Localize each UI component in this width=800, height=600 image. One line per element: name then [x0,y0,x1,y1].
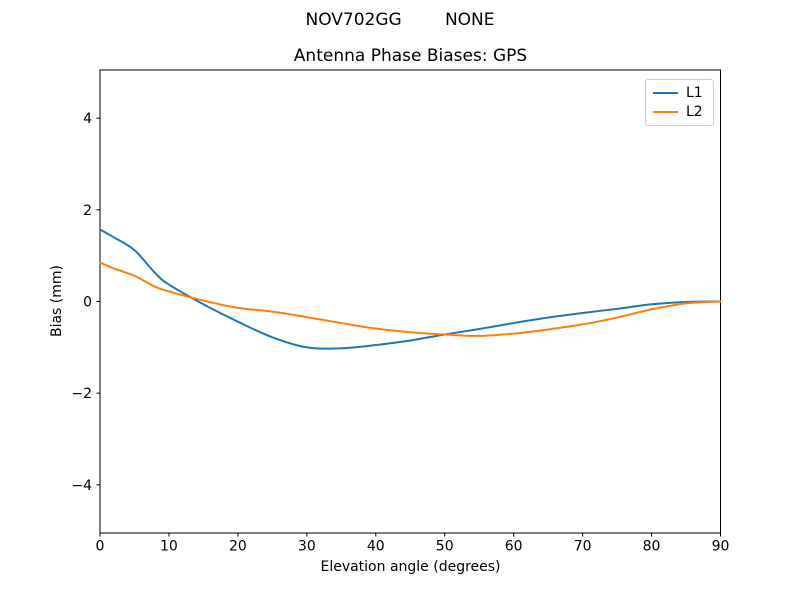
x-tick-label: 70 [574,539,592,555]
x-tick-label: 90 [712,539,730,555]
legend-entry-l2: L2 [653,105,713,119]
x-tick-label: 20 [229,539,247,555]
x-axis-label: Elevation angle (degrees) [320,559,501,575]
x-tick-label: 80 [643,539,661,555]
chart-title: Antenna Phase Biases: GPS [293,46,528,66]
y-tick-label: −4 [71,478,92,494]
x-tick-label: 40 [367,539,385,555]
axes-frame [99,69,721,534]
y-tick-label: 0 [83,295,92,311]
figure-suptitle: NOV702GG NONE [305,10,495,30]
y-tick-label: 4 [83,111,92,127]
series-line-l1 [99,228,722,350]
series-line-l2 [99,261,722,337]
legend: L1 L2 [645,79,714,126]
legend-label: L1 [686,84,703,101]
legend-line-swatch [653,111,678,114]
legend-label: L2 [686,104,703,121]
y-tick-label: −2 [71,386,92,402]
x-tick-label: 50 [436,539,454,555]
legend-line-swatch [653,91,678,94]
x-tick-label: 0 [96,539,105,555]
y-axis-label: Bias (mm) [49,264,65,338]
y-tick-label: 2 [83,203,92,219]
x-tick-label: 10 [160,539,178,555]
x-tick-label: 30 [298,539,316,555]
legend-entry-l1: L1 [653,86,713,100]
x-tick-label: 60 [505,539,523,555]
